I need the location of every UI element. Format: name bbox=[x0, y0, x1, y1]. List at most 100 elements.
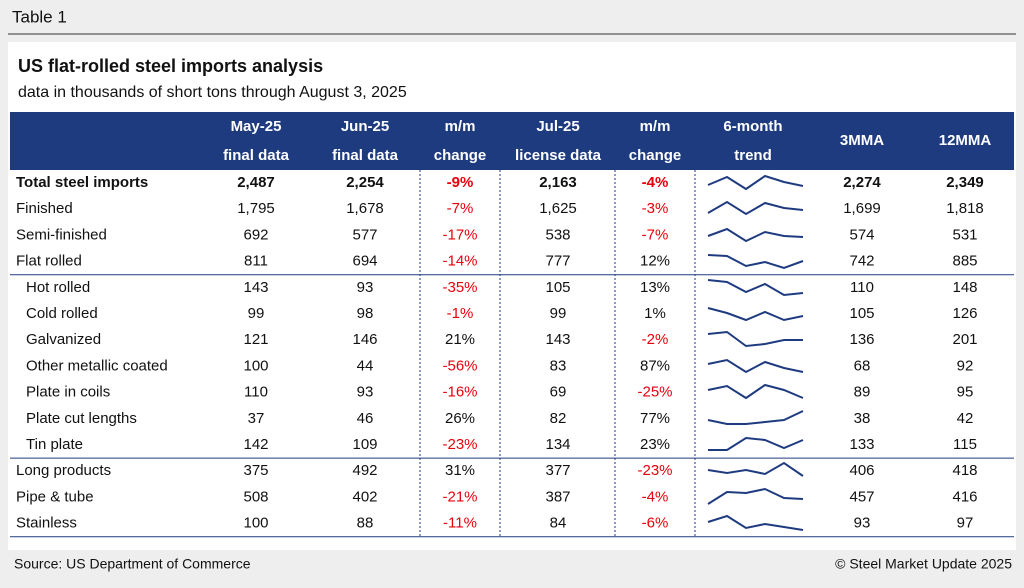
cell: 531 bbox=[952, 226, 977, 243]
cell: 87% bbox=[640, 357, 670, 374]
cell: 42 bbox=[957, 410, 974, 427]
cell: 2,254 bbox=[346, 174, 384, 191]
cell: 1,625 bbox=[539, 200, 577, 217]
cell: 416 bbox=[952, 488, 977, 505]
source: Source: US Department of Commerce bbox=[14, 556, 251, 572]
cell: 508 bbox=[243, 488, 268, 505]
cell: 146 bbox=[352, 331, 377, 348]
column-header: May-25 bbox=[231, 118, 282, 135]
row-label: Total steel imports bbox=[16, 174, 148, 191]
cell: 77% bbox=[640, 410, 670, 427]
cell: 418 bbox=[952, 462, 977, 479]
row-label: Other metallic coated bbox=[26, 357, 168, 374]
cell: 121 bbox=[243, 331, 268, 348]
copyright: © Steel Market Update 2025 bbox=[835, 556, 1012, 572]
cell: 105 bbox=[545, 279, 570, 296]
cell: 692 bbox=[243, 226, 268, 243]
column-header: Jun-25 bbox=[341, 118, 389, 135]
cell: 126 bbox=[952, 305, 977, 322]
cell: 92 bbox=[957, 357, 974, 374]
cell: 387 bbox=[545, 488, 570, 505]
cell: 83 bbox=[550, 357, 567, 374]
cell: -25% bbox=[637, 384, 672, 401]
cell: 457 bbox=[849, 488, 874, 505]
cell: -1% bbox=[447, 305, 474, 322]
sparkline bbox=[707, 279, 804, 297]
cell: 23% bbox=[640, 436, 670, 453]
cell: 44 bbox=[357, 357, 374, 374]
cell: 31% bbox=[445, 462, 475, 479]
cell: 97 bbox=[957, 515, 974, 532]
cell: -3% bbox=[642, 200, 669, 217]
sparkline bbox=[707, 200, 804, 216]
row-label: Stainless bbox=[16, 515, 77, 532]
sparkline bbox=[707, 174, 804, 191]
sparkline bbox=[708, 436, 804, 451]
cell: 13% bbox=[640, 279, 670, 296]
cell: 93 bbox=[357, 279, 374, 296]
column-header: license data bbox=[515, 147, 602, 164]
cell: 89 bbox=[854, 384, 871, 401]
cell: 93 bbox=[357, 384, 374, 401]
cell: 110 bbox=[244, 384, 268, 401]
sparkline bbox=[707, 410, 804, 425]
cell: 37 bbox=[248, 410, 265, 427]
cell: -6% bbox=[642, 515, 669, 532]
sparkline bbox=[707, 330, 803, 348]
cell: -14% bbox=[442, 253, 477, 270]
cell: -16% bbox=[442, 384, 477, 401]
row-label: Flat rolled bbox=[16, 253, 82, 270]
cell: 133 bbox=[849, 436, 874, 453]
cell: 1,795 bbox=[237, 200, 275, 217]
cell: 99 bbox=[248, 305, 265, 322]
cell: 105 bbox=[849, 305, 874, 322]
cell: 201 bbox=[952, 331, 977, 348]
cell: 574 bbox=[849, 226, 874, 243]
cell: 134 bbox=[545, 436, 570, 453]
cell: -2% bbox=[642, 331, 669, 348]
cell: 98 bbox=[357, 305, 374, 322]
column-header: m/m bbox=[640, 118, 671, 135]
cell: -23% bbox=[442, 436, 477, 453]
column-header: change bbox=[629, 147, 682, 164]
cell: 1,818 bbox=[946, 200, 984, 217]
cell: -7% bbox=[642, 226, 669, 243]
cell: 377 bbox=[545, 462, 570, 479]
cell: -17% bbox=[442, 226, 477, 243]
sparkline bbox=[707, 514, 804, 531]
title: US flat-rolled steel imports analysis bbox=[18, 56, 323, 76]
column-header: Jul-25 bbox=[536, 118, 579, 135]
sparkline bbox=[707, 254, 804, 270]
cell: 46 bbox=[357, 410, 374, 427]
sparkline bbox=[707, 307, 804, 322]
cell: 82 bbox=[550, 410, 567, 427]
cell: 742 bbox=[849, 253, 874, 270]
cell: 2,163 bbox=[539, 174, 577, 191]
cell: 26% bbox=[445, 410, 475, 427]
cell: 93 bbox=[854, 515, 871, 532]
row-label: Semi-finished bbox=[16, 226, 107, 243]
cell: 142 bbox=[243, 436, 268, 453]
row-label: Finished bbox=[16, 200, 73, 217]
cell: 2,487 bbox=[237, 174, 275, 191]
cell: -23% bbox=[637, 462, 672, 479]
column-header: change bbox=[434, 147, 487, 164]
row-label: Long products bbox=[16, 462, 111, 479]
cell: -11% bbox=[443, 515, 477, 532]
cell: 21% bbox=[445, 331, 475, 348]
column-header: m/m bbox=[445, 118, 476, 135]
cell: 100 bbox=[243, 515, 268, 532]
cell: 577 bbox=[352, 226, 377, 243]
cell: 100 bbox=[243, 357, 268, 374]
header-band bbox=[10, 112, 1014, 170]
row-label: Plate cut lengths bbox=[26, 410, 137, 427]
cell: -35% bbox=[442, 279, 477, 296]
row-label: Tin plate bbox=[26, 436, 83, 453]
column-header: final data bbox=[332, 147, 399, 164]
sparkline bbox=[707, 358, 804, 374]
column-header: final data bbox=[223, 147, 290, 164]
cell: 538 bbox=[545, 226, 570, 243]
cell: 143 bbox=[545, 331, 570, 348]
